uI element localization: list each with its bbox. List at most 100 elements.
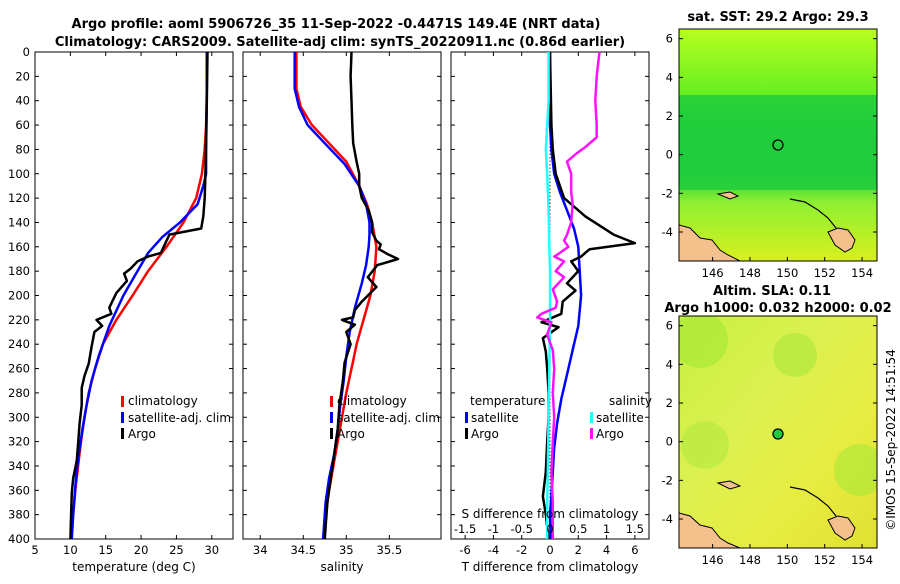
- xtick-label: 20: [134, 543, 149, 557]
- map-xtick-label: 152: [814, 266, 836, 280]
- map-ytick-label: 2: [666, 396, 673, 410]
- xtick-label: 0: [546, 543, 553, 557]
- map-ytick-label: 4: [666, 357, 673, 371]
- series-argo: [69, 52, 209, 539]
- xtick-label: -4: [488, 543, 499, 557]
- ytick-label: 140: [8, 215, 30, 229]
- map-xtick-label: 148: [739, 266, 761, 280]
- sst-map-frame: [678, 28, 878, 262]
- s-difference-label: S difference from climatology: [462, 507, 639, 521]
- ytick-label: 100: [8, 167, 30, 181]
- sla-low-blob: [834, 444, 877, 496]
- difference-yticks: [451, 51, 649, 540]
- legend-swatch-climatology: [121, 396, 124, 407]
- figure-title-line1: Argo profile: aoml 5906726_35 11-Sep-202…: [72, 17, 601, 32]
- coast-new-ireland: [789, 198, 837, 229]
- legend-swatch-t-argo: [465, 428, 468, 439]
- difference-xlabel: T difference from climatology: [461, 560, 639, 574]
- map-ytick-label: -4: [662, 512, 673, 526]
- legend-swatch-s-satellite: [590, 412, 593, 423]
- sla-low-blob: [679, 316, 728, 368]
- ytick-label: 20: [15, 69, 30, 83]
- s-diff-tick-label: 1.5: [626, 522, 644, 536]
- salinity-xticks: 34 34.5 35 35.5: [253, 52, 402, 557]
- ytick-label: 80: [15, 142, 30, 156]
- sla-map: Altim. SLA: 0.11 Argo h1000: 0.032 h2000…: [662, 284, 892, 567]
- land-manus: [716, 480, 742, 490]
- difference-xticks: -6 -4 -2 0 2 4 6: [459, 52, 639, 557]
- map-ytick-label: -4: [662, 225, 673, 239]
- legend-swatch-argo: [121, 428, 124, 439]
- map-xtick-label: 154: [851, 553, 873, 567]
- ytick-label: 160: [8, 240, 30, 254]
- map-ytick-label: 2: [666, 109, 673, 123]
- legend-label-satellite: satellite-adj. clim: [128, 411, 231, 425]
- series-argo: [323, 52, 400, 539]
- ytick-label: 220: [8, 313, 30, 327]
- sla-map-xticks: 146 148 150 152 154: [702, 544, 873, 567]
- ytick-label: 280: [8, 386, 30, 400]
- legend-label-argo: Argo: [128, 427, 156, 441]
- xtick-label: 35.5: [377, 543, 403, 557]
- series-temperature-satellite: [548, 52, 583, 539]
- sla-map-title1: Altim. SLA: 0.11: [713, 284, 831, 299]
- map-xtick-label: 154: [851, 266, 873, 280]
- sla-low-blob: [681, 421, 729, 469]
- temperature-yticks: 0 20 40 60 80 100 120 140 160 180 200 220 240 260 280 3…: [8, 45, 233, 546]
- xtick-label: 2: [575, 543, 582, 557]
- temperature-lines: [69, 52, 209, 539]
- legend-label-t-argo: Argo: [471, 427, 499, 441]
- sst-map-xticks: 146 148 150 152 154: [702, 257, 873, 280]
- temperature-panel: 0 20 40 60 80 100 120 140 160 180 200 220 240 260 280 3…: [8, 45, 234, 574]
- salinity-xlabel: salinity: [320, 560, 363, 574]
- sst-warm-band: [679, 95, 877, 190]
- ytick-label: 200: [8, 289, 30, 303]
- ytick-label: 340: [8, 459, 30, 473]
- sla-map-title2: Argo h1000: 0.032 h2000: 0.02: [664, 301, 891, 316]
- legend-label-t-satellite: satellite: [471, 411, 519, 425]
- map-ytick-label: 0: [666, 148, 673, 162]
- xtick-label: 15: [98, 543, 113, 557]
- salinity-legend: climatology satellite-adj. clim Argo: [330, 394, 440, 441]
- map-xtick-label: 148: [739, 553, 761, 567]
- difference-lines: [536, 52, 637, 539]
- legend-swatch-satellite: [121, 412, 124, 423]
- difference-legend: temperature salinity satellite Argo sate…: [465, 394, 652, 441]
- credit-text: ©IMOS 15-Sep-2022 14:51:54: [884, 349, 898, 531]
- legend-label-s-satellite: satellite: [596, 411, 644, 425]
- s-diff-tick-label: -0.5: [510, 522, 532, 536]
- temperature-xlabel: temperature (deg C): [72, 560, 195, 574]
- ytick-label: 240: [8, 337, 30, 351]
- ytick-label: 400: [8, 532, 30, 546]
- xtick-label: 35: [339, 543, 354, 557]
- sla-map-yticks: 6 4 2 0 -2 -4: [662, 319, 877, 526]
- salinity-axes: [242, 51, 442, 540]
- xtick-label: 30: [204, 543, 219, 557]
- ytick-label: 60: [15, 118, 30, 132]
- map-ytick-label: 4: [666, 70, 673, 84]
- xtick-label: 5: [31, 543, 38, 557]
- land-new-ireland: [827, 515, 856, 541]
- figure-title-line2: Climatology: CARS2009. Satellite-adj cli…: [55, 35, 625, 50]
- s-diff-tick-label: -1.5: [454, 522, 476, 536]
- map-ytick-label: 6: [666, 32, 673, 46]
- series-salinity-argo: [536, 52, 601, 539]
- map-xtick-label: 150: [776, 266, 798, 280]
- s-diff-tick-label: 1: [603, 522, 610, 536]
- sst-map-yticks: 6 4 2 0 -2 -4: [662, 32, 877, 239]
- legend-swatch-argo: [330, 428, 333, 439]
- legend-label-argo: Argo: [337, 427, 365, 441]
- land-new-guinea: [679, 224, 741, 261]
- temperature-xticks: 5 10 15 20 25 30: [31, 52, 219, 557]
- map-ytick-label: -2: [662, 186, 673, 200]
- ytick-label: 120: [8, 191, 30, 205]
- xtick-label: 4: [603, 543, 610, 557]
- s-difference-ticks: -1.5 -1 -0.5 0 0.5 1 1.5: [454, 522, 644, 536]
- ytick-label: 300: [8, 410, 30, 424]
- xtick-label: 34: [253, 543, 268, 557]
- legend-header-temperature: temperature: [470, 394, 545, 408]
- ytick-label: 360: [8, 483, 30, 497]
- s-diff-tick-label: -1: [488, 522, 499, 536]
